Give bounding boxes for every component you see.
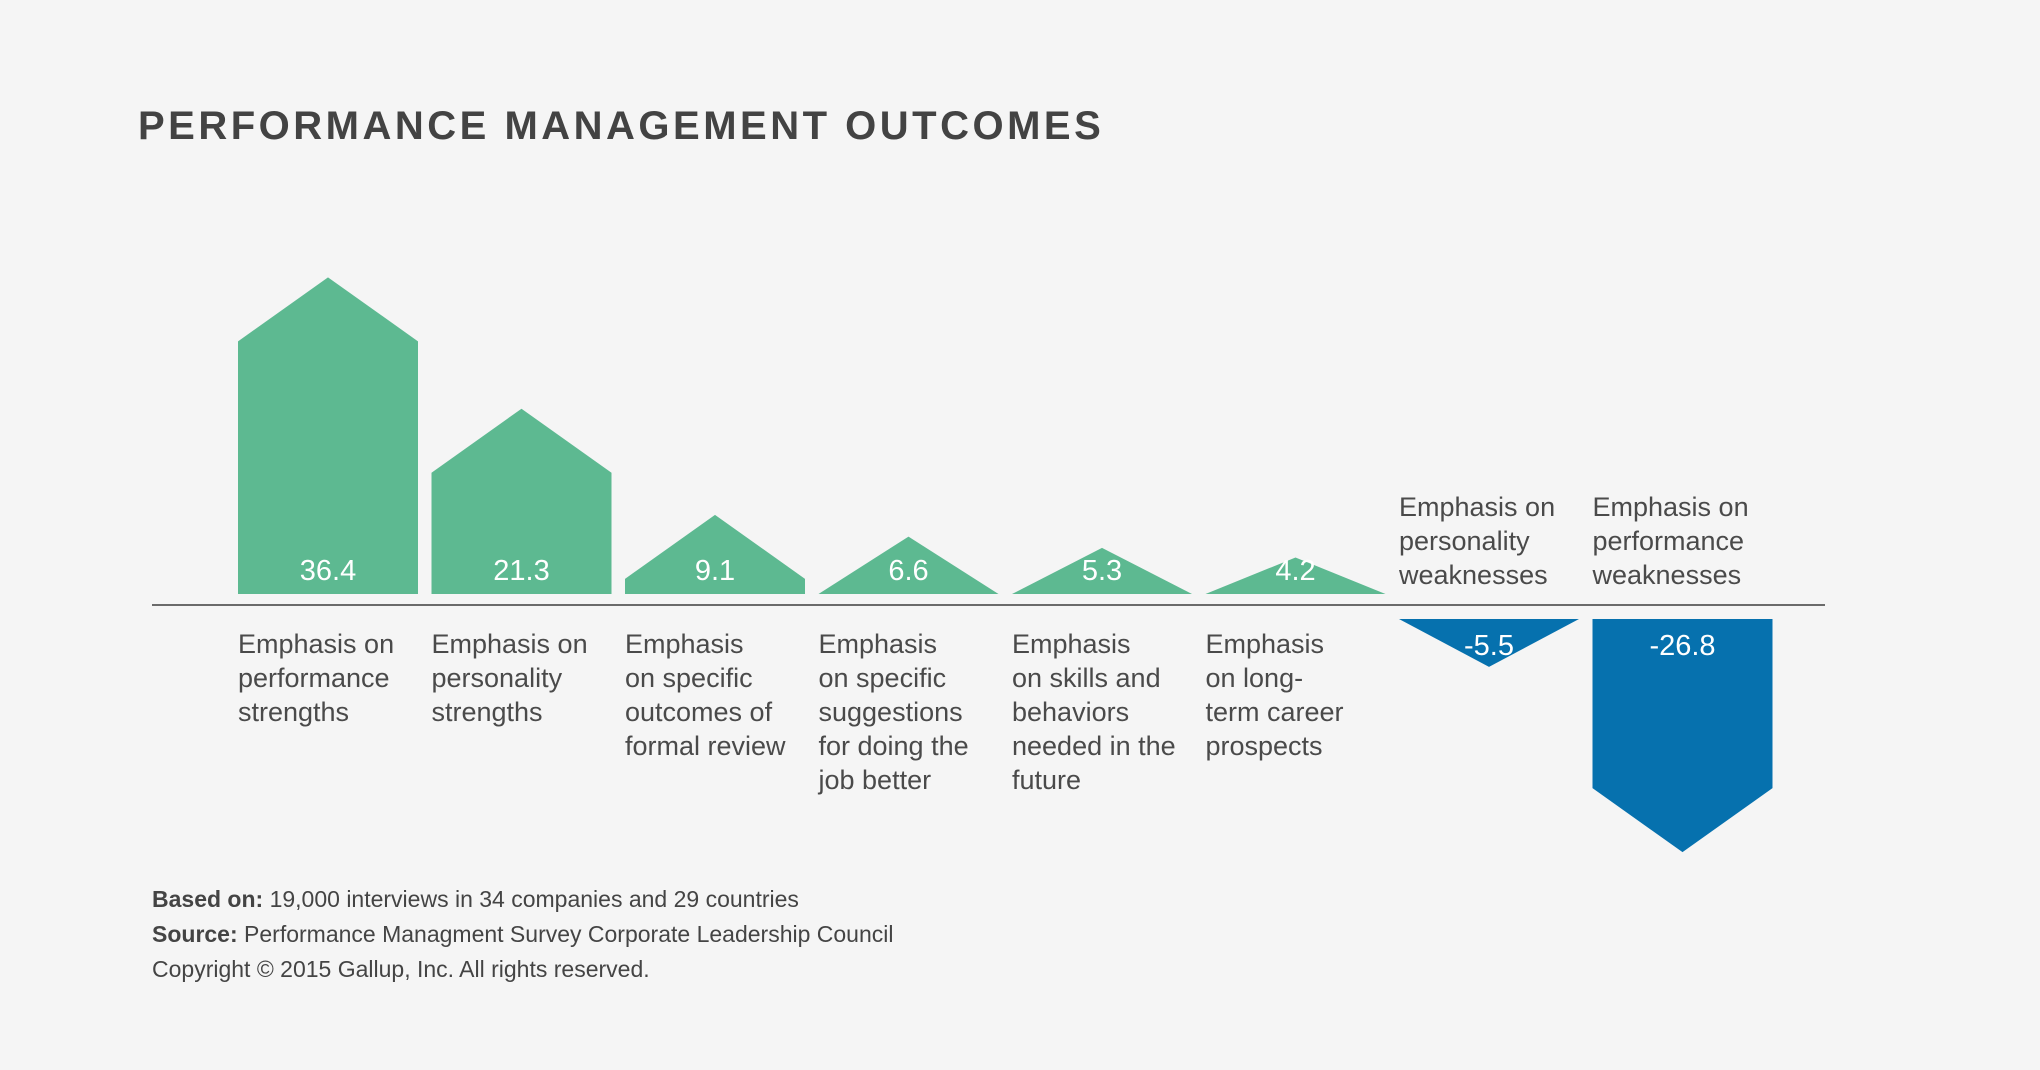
source-label: Source:: [152, 921, 238, 947]
category-label-line: personality: [431, 663, 563, 693]
category-label: Emphasis on long-term career prospects: [1206, 627, 1402, 763]
bar-value-label: 6.6: [888, 555, 928, 587]
category-label-line: Emphasis on: [431, 629, 588, 659]
category-label-line: suggestions: [818, 697, 963, 727]
category-label-line: needed in the: [1012, 731, 1176, 761]
category-label-line: on skills and: [1012, 663, 1161, 693]
category-label-line: formal review: [625, 731, 786, 761]
category-label: Emphasis on performance strengths: [238, 627, 434, 729]
bar-7: [1399, 619, 1579, 667]
source-text: Performance Managment Survey Corporate L…: [237, 921, 894, 947]
category-label-line: Emphasis on: [1592, 492, 1749, 522]
category-label-line: Emphasis on: [238, 629, 395, 659]
category-label-line: weaknesses: [1399, 560, 1548, 590]
bar-4: [818, 536, 999, 594]
category-label-line: outcomes of: [625, 697, 773, 727]
bar-value-label: 4.2: [1275, 555, 1315, 587]
category-label-line: Emphasis: [1205, 629, 1325, 659]
based-on-text: 19,000 interviews in 34 companies and 29…: [263, 886, 799, 912]
chart-footer: Based on: 19,000 interviews in 34 compan…: [152, 882, 893, 987]
bar-value-label: 36.4: [300, 555, 356, 587]
bar-value-label: 21.3: [493, 555, 549, 587]
category-label-line: on long-: [1205, 663, 1304, 693]
footer-copyright: Copyright © 2015 Gallup, Inc. All rights…: [152, 956, 650, 982]
category-label-line: Emphasis: [818, 629, 938, 659]
footer-source: Source: Performance Managment Survey Cor…: [152, 917, 893, 952]
category-label-line: weaknesses: [1592, 560, 1742, 590]
category-label-line: Emphasis: [625, 629, 744, 659]
category-label-line: future: [1012, 765, 1082, 795]
category-label-line: for doing the: [818, 731, 969, 761]
page-title: PERFORMANCE MANAGEMENT OUTCOMES: [138, 104, 1105, 148]
category-label-line: job better: [818, 765, 932, 795]
category-label: Emphasis on personality strengths: [432, 627, 628, 729]
category-label-line: on specific: [625, 663, 753, 693]
bar-value-label: 9.1: [695, 555, 735, 587]
category-label-line: strengths: [238, 697, 350, 727]
category-label-line: on specific: [818, 663, 947, 693]
based-on-label: Based on:: [152, 886, 264, 912]
category-label: Emphasis on specific suggestions for doing …: [819, 627, 1015, 797]
category-label: Emphasis on specific outcomes of formal rev…: [625, 627, 821, 763]
category-label-line: term career: [1205, 697, 1344, 727]
category-label-line: performance: [238, 663, 390, 693]
footer-based-on: Based on: 19,000 interviews in 34 compan…: [152, 882, 893, 917]
bar-value-label: 5.3: [1082, 555, 1122, 587]
category-label-line: performance: [1592, 526, 1745, 556]
category-label-line: strengths: [431, 697, 543, 727]
category-label-line: prospects: [1205, 731, 1323, 761]
bar-1: [238, 277, 418, 594]
bar-5: [1012, 547, 1192, 594]
bar-value-label: -5.5: [1464, 630, 1514, 662]
category-label-line: Emphasis: [1012, 629, 1131, 659]
bar-3: [625, 514, 805, 594]
category-label-line: Emphasis on: [1399, 492, 1556, 522]
category-label-line: personality: [1399, 526, 1530, 556]
category-label: Emphasis on skills and behaviors needed in …: [1012, 627, 1208, 797]
bar-6: [1205, 557, 1386, 594]
category-label: Emphasis on personality weaknesses: [1399, 490, 1595, 592]
bar-8: [1592, 619, 1773, 853]
category-label-line: behaviors: [1012, 697, 1130, 727]
category-label: Emphasis on performance weaknesses: [1593, 490, 1789, 592]
bar-value-label: -26.8: [1649, 630, 1715, 662]
bar-2: [431, 408, 612, 594]
